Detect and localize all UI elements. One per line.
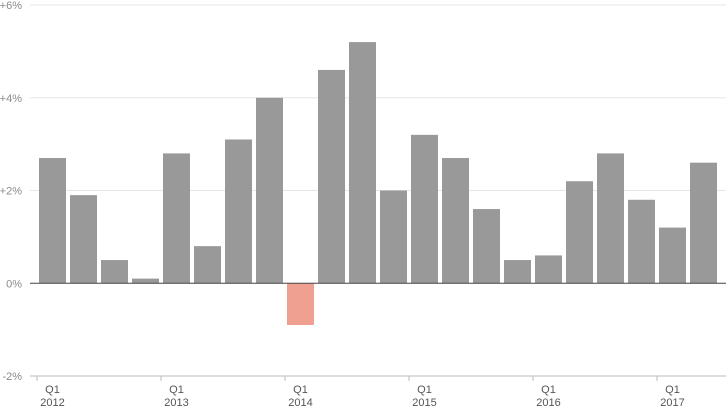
bar — [442, 158, 469, 284]
bar — [504, 260, 531, 284]
x-tick-label-quarter: Q1 — [665, 384, 680, 396]
y-tick-label: +6% — [0, 0, 22, 12]
x-tick-label-quarter: Q1 — [417, 384, 432, 396]
bar — [256, 97, 283, 284]
x-tick-label-quarter: Q1 — [169, 384, 184, 396]
bar — [39, 158, 66, 284]
x-tick-label-year: 2016 — [536, 397, 560, 408]
bar — [318, 69, 345, 284]
bar — [535, 255, 562, 284]
x-tick-label-quarter: Q1 — [541, 384, 556, 396]
bar — [194, 246, 221, 284]
y-axis-labels: +6% +4% +2% 0% -2% — [0, 0, 22, 383]
x-tick-label-year: 2015 — [412, 397, 436, 408]
y-tick-label: +4% — [0, 93, 22, 105]
bar — [597, 153, 624, 284]
bar — [132, 278, 159, 284]
bar — [163, 153, 190, 284]
y-tick-label: +2% — [0, 186, 22, 198]
bar — [380, 190, 407, 284]
y-tick-label: 0% — [6, 278, 22, 290]
bar — [225, 139, 252, 284]
x-tick-label-year: 2017 — [660, 397, 684, 408]
bar — [659, 227, 686, 284]
bar — [411, 134, 438, 284]
bar — [70, 195, 97, 284]
bar — [287, 283, 314, 325]
bar — [628, 199, 655, 284]
x-tick-label-year: 2014 — [288, 397, 312, 408]
x-tick-label-quarter: Q1 — [45, 384, 60, 396]
x-tick-label-year: 2012 — [40, 397, 64, 408]
bar — [349, 42, 376, 284]
x-tick-label-quarter: Q1 — [293, 384, 308, 396]
y-tick-label: -2% — [2, 371, 22, 383]
bar — [101, 260, 128, 284]
x-tick-label-year: 2013 — [164, 397, 188, 408]
bars — [39, 42, 717, 325]
bar — [566, 181, 593, 284]
bar — [473, 209, 500, 284]
bar — [690, 162, 717, 284]
